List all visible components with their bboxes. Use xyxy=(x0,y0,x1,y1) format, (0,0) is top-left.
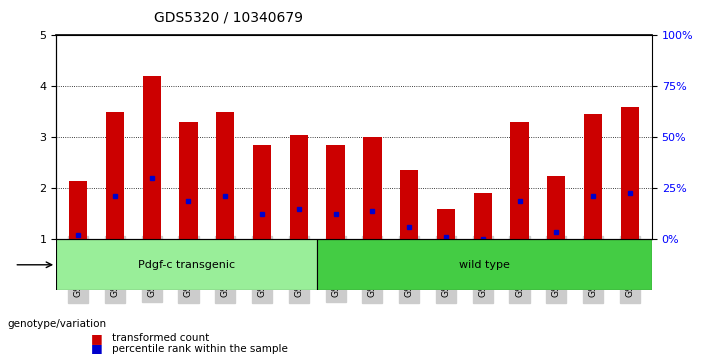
Bar xyxy=(363,137,381,239)
Bar xyxy=(290,135,308,239)
Text: GDS5320 / 10340679: GDS5320 / 10340679 xyxy=(154,11,304,25)
Text: ■: ■ xyxy=(91,332,103,344)
Bar xyxy=(216,112,234,239)
Bar xyxy=(437,209,455,239)
Bar xyxy=(400,171,418,239)
Bar xyxy=(327,145,345,239)
Bar xyxy=(253,145,271,239)
Text: genotype/variation: genotype/variation xyxy=(7,319,106,329)
Text: ■: ■ xyxy=(91,342,103,354)
FancyBboxPatch shape xyxy=(56,239,317,290)
FancyBboxPatch shape xyxy=(317,239,652,290)
Bar xyxy=(179,122,198,239)
Bar xyxy=(69,181,88,239)
Bar xyxy=(620,107,639,239)
Bar xyxy=(142,76,161,239)
Text: transformed count: transformed count xyxy=(112,333,210,343)
Bar xyxy=(510,122,529,239)
Bar xyxy=(106,112,124,239)
Bar xyxy=(547,176,566,239)
Text: percentile rank within the sample: percentile rank within the sample xyxy=(112,344,288,354)
Text: wild type: wild type xyxy=(459,260,510,270)
Bar xyxy=(584,114,602,239)
Bar xyxy=(474,193,492,239)
Text: Pdgf-c transgenic: Pdgf-c transgenic xyxy=(138,260,235,270)
